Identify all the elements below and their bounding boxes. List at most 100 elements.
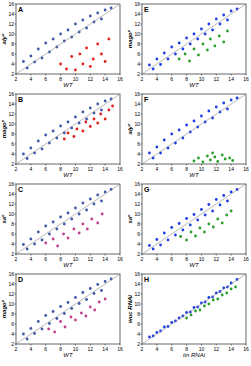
- y-tick-label: 6: [137, 141, 140, 147]
- y-tick: [141, 254, 143, 255]
- point: [215, 18, 218, 21]
- y-tick-label: 12: [8, 201, 14, 207]
- point: [89, 198, 92, 201]
- point: [74, 319, 77, 322]
- y-tick-label: 2: [137, 251, 140, 257]
- y-tick-label: 16: [8, 181, 14, 187]
- diagonal: [142, 4, 246, 74]
- y-tick: [141, 4, 143, 5]
- point: [84, 121, 87, 124]
- point: [74, 296, 77, 299]
- y-tick-label: 8: [137, 221, 140, 227]
- point: [211, 152, 214, 155]
- point: [67, 301, 70, 304]
- point: [211, 29, 214, 32]
- point: [80, 312, 83, 315]
- y-tick: [15, 244, 17, 245]
- y-tick-label: 2: [137, 341, 140, 347]
- y-tick: [15, 94, 17, 95]
- point: [100, 289, 103, 292]
- panel: 246810121416246810121416WTmagoᶜB: [1, 91, 123, 178]
- y-tick: [141, 214, 143, 215]
- point: [215, 198, 218, 201]
- point: [47, 328, 50, 331]
- y-axis-label: magoᶜ: [1, 299, 7, 318]
- point: [155, 146, 158, 149]
- y-tick: [15, 74, 17, 75]
- y-tick: [15, 314, 17, 315]
- point: [111, 105, 114, 108]
- point: [212, 299, 215, 302]
- point: [224, 158, 227, 161]
- y-tick: [141, 14, 143, 15]
- point: [194, 310, 197, 313]
- y-tick-label: 8: [11, 131, 14, 137]
- x-tick-label: 8: [59, 346, 62, 352]
- x-tick-label: 12: [214, 166, 220, 172]
- point: [59, 216, 62, 219]
- panel-letter: F: [144, 96, 149, 103]
- y-tick: [141, 204, 143, 205]
- y-tick: [15, 164, 17, 165]
- y-axis-label: wuc RNAi: [127, 295, 133, 323]
- y-tick-label: 16: [8, 1, 14, 7]
- y-axis-label: alyᶜ: [1, 33, 7, 44]
- y-axis-label: alyᶜ: [127, 123, 133, 134]
- y-tick-label: 10: [134, 301, 140, 307]
- y-tick: [141, 344, 143, 345]
- point: [41, 239, 44, 242]
- point: [225, 214, 228, 217]
- point: [62, 233, 65, 236]
- point: [22, 243, 25, 246]
- point: [59, 125, 62, 128]
- point: [52, 38, 55, 41]
- point: [216, 218, 219, 221]
- point: [204, 33, 207, 36]
- y-tick: [15, 24, 17, 25]
- point: [159, 63, 162, 66]
- x-tick-label: 14: [102, 166, 108, 172]
- point: [226, 30, 229, 33]
- y-tick: [15, 304, 17, 305]
- point: [104, 9, 107, 12]
- point: [231, 159, 234, 162]
- x-tick-label: 10: [73, 346, 79, 352]
- y-tick: [141, 314, 143, 315]
- x-tick-label: 2: [141, 76, 144, 82]
- point: [99, 113, 102, 116]
- diagonal: [16, 184, 120, 254]
- point: [207, 223, 210, 226]
- y-tick-label: 14: [8, 11, 14, 17]
- y-tick-label: 6: [11, 51, 14, 57]
- point: [207, 203, 210, 206]
- point: [89, 15, 92, 18]
- y-tick-label: 14: [134, 101, 140, 107]
- point: [185, 317, 188, 320]
- point: [193, 48, 196, 51]
- points: [16, 94, 120, 164]
- y-tick: [15, 14, 17, 15]
- x-tick-label: 2: [15, 166, 18, 172]
- point: [81, 19, 84, 22]
- x-tick-label: 14: [228, 166, 234, 172]
- panel-letter: H: [144, 276, 149, 283]
- y-tick: [141, 144, 143, 145]
- point: [67, 29, 70, 32]
- point: [199, 227, 202, 230]
- y-tick: [141, 294, 143, 295]
- point: [96, 12, 99, 15]
- point: [230, 10, 233, 13]
- y-tick-label: 16: [8, 271, 14, 277]
- y-tick: [15, 4, 17, 5]
- point: [226, 19, 229, 22]
- point: [74, 207, 77, 210]
- x-tick-label: 4: [29, 166, 32, 172]
- y-tick-label: 10: [8, 301, 14, 307]
- point: [189, 43, 192, 46]
- point: [221, 294, 224, 297]
- y-tick: [141, 304, 143, 305]
- y-tick: [15, 224, 17, 225]
- y-tick-label: 6: [11, 231, 14, 237]
- y-axis-label: magoᶜ: [127, 29, 133, 48]
- point: [59, 63, 62, 66]
